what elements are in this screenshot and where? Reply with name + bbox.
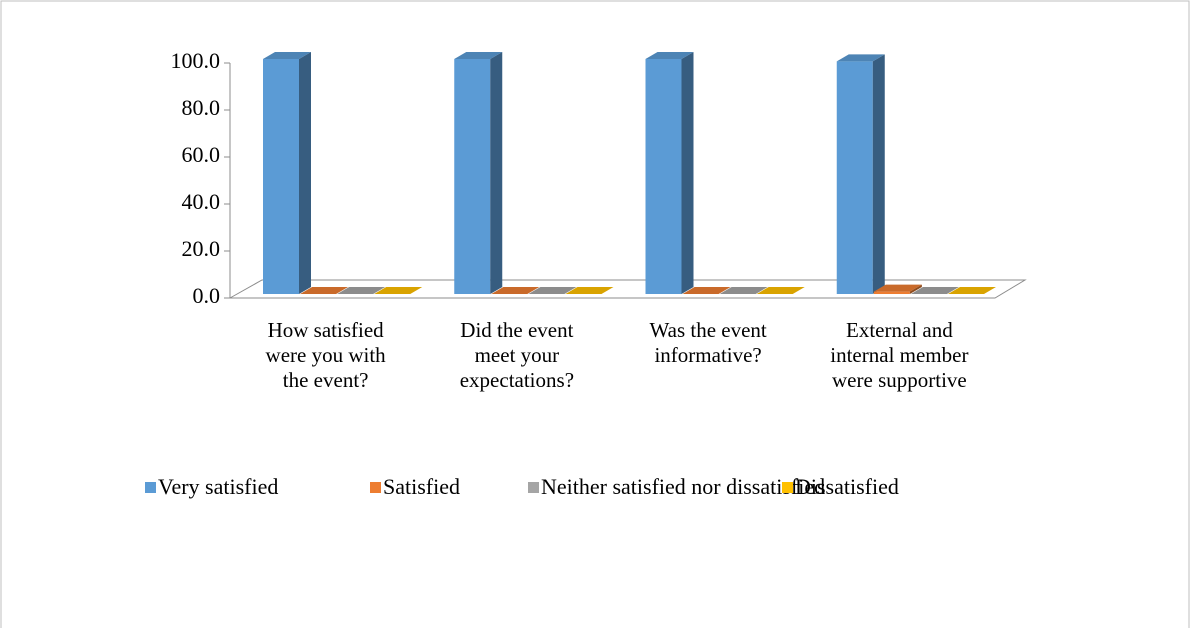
x-tick-label: How satisfied were you with the event? bbox=[265, 318, 386, 392]
bar bbox=[454, 52, 503, 294]
y-tick-label: 40.0 bbox=[182, 189, 221, 214]
bar-front bbox=[836, 61, 873, 294]
bar bbox=[756, 287, 805, 294]
legend-label: Very satisfied bbox=[158, 474, 278, 499]
x-tick-label: External and internal member were suppor… bbox=[830, 318, 969, 392]
bar bbox=[910, 287, 959, 294]
bar-top bbox=[491, 287, 540, 294]
bar bbox=[565, 287, 614, 294]
bar-top bbox=[337, 287, 386, 294]
bar bbox=[491, 287, 540, 294]
bar bbox=[300, 287, 349, 294]
bar-top bbox=[565, 287, 614, 294]
legend-label: Satisfied bbox=[383, 474, 460, 499]
bar bbox=[528, 287, 577, 294]
bar bbox=[374, 287, 423, 294]
legend-swatch bbox=[145, 482, 156, 493]
bar-top bbox=[756, 287, 805, 294]
bar bbox=[645, 52, 694, 294]
bar-side bbox=[872, 54, 885, 294]
y-tick-label: 100.0 bbox=[171, 48, 221, 73]
bar-top bbox=[645, 52, 694, 59]
bar-top bbox=[263, 52, 311, 59]
bar-side bbox=[909, 284, 922, 294]
bar-front bbox=[454, 59, 491, 294]
bar-top bbox=[682, 287, 731, 294]
legend-swatch bbox=[782, 482, 793, 493]
legend-swatch bbox=[528, 482, 539, 493]
bar bbox=[263, 52, 311, 294]
bar-side bbox=[299, 52, 311, 294]
bar-top bbox=[454, 52, 503, 59]
bar bbox=[682, 287, 731, 294]
floor bbox=[228, 279, 1027, 299]
bar-front bbox=[873, 291, 910, 294]
bar-front bbox=[263, 59, 299, 294]
bar-top bbox=[873, 284, 922, 292]
bar-top bbox=[910, 287, 959, 294]
bar-front bbox=[645, 59, 682, 294]
bar bbox=[719, 287, 768, 294]
bar-top bbox=[947, 287, 996, 294]
bar bbox=[836, 54, 885, 294]
y-tick-label: 80.0 bbox=[182, 95, 221, 120]
bar-top bbox=[300, 287, 349, 294]
legend-swatch bbox=[370, 482, 381, 493]
bar bbox=[337, 287, 386, 294]
bar-top bbox=[836, 54, 885, 62]
bar-top bbox=[374, 287, 423, 294]
y-tick-label: 60.0 bbox=[182, 142, 221, 167]
bar-top bbox=[528, 287, 577, 294]
legend-label: Neither satisfied nor dissatisfied bbox=[541, 474, 825, 499]
bar-top bbox=[719, 287, 768, 294]
x-tick-label: Was the event informative? bbox=[649, 318, 767, 367]
bar bbox=[873, 284, 922, 294]
bar bbox=[947, 287, 996, 294]
y-tick-label: 0.0 bbox=[193, 283, 221, 308]
bar-side bbox=[490, 52, 503, 294]
x-tick-label: Did the event meet your expectations? bbox=[459, 318, 575, 392]
legend-label: Dissatisfied bbox=[795, 474, 899, 499]
y-tick-label: 20.0 bbox=[182, 236, 221, 261]
bar-side bbox=[681, 52, 694, 294]
